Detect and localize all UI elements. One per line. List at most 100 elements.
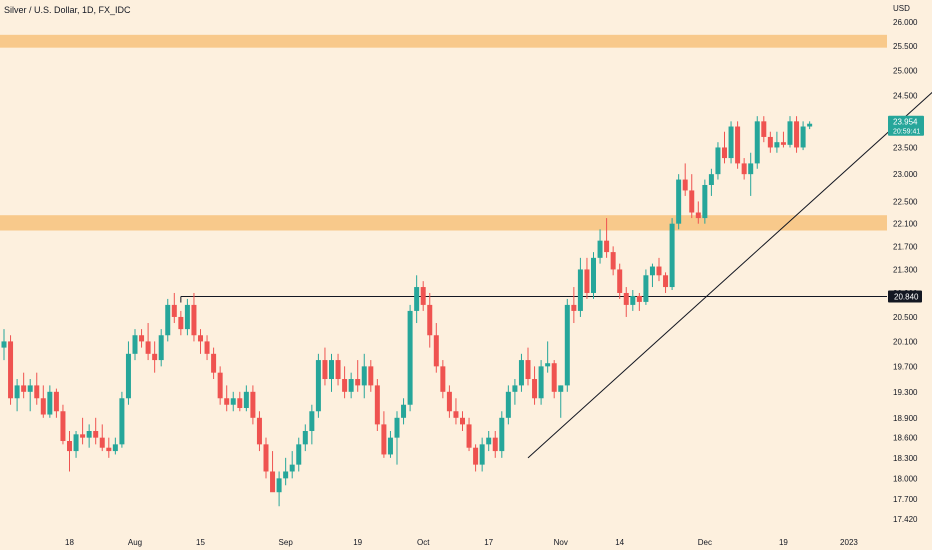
candle [263,444,269,472]
candle [532,379,538,399]
candle [381,424,387,455]
y-tick-label: 17.420 [893,515,918,524]
y-tick-label: 18.300 [893,454,918,463]
candle [656,266,662,276]
candle [315,360,321,412]
candle [329,360,334,380]
candle [735,126,741,164]
candle [361,366,367,386]
candle [401,404,407,418]
candle [14,385,20,399]
currency-label: USD [893,4,910,13]
candle [230,398,236,405]
candle [243,391,249,408]
x-tick-label: 18 [65,538,74,547]
candle [453,411,459,418]
chart-title: Silver / U.S. Dollar, 1D, FX_IDC [4,5,131,15]
candle [460,417,465,425]
candle [296,444,302,465]
candle [27,385,33,392]
candle [152,353,158,361]
candle [761,121,767,137]
candle [486,437,492,445]
candle [748,163,754,175]
y-tick-label: 18.900 [893,414,918,423]
candle [577,269,583,311]
y-tick-label: 23.000 [893,170,918,179]
x-tick-label: 19 [779,538,788,547]
candle [276,478,282,493]
candle [741,163,747,175]
candle [807,123,813,127]
candle [60,411,66,442]
candle [67,441,72,452]
candle [158,335,164,361]
resistance-zone-2 [0,215,887,231]
candle [649,266,655,276]
candle [558,385,564,392]
candle [636,295,642,302]
candle [754,121,760,164]
candle [184,304,190,330]
candle [198,335,203,342]
candle [604,240,610,253]
candle [551,363,557,392]
y-tick-label: 25.500 [893,42,918,51]
candle [335,360,341,380]
candle [86,431,92,438]
line-label-bg [888,290,922,303]
y-tick-label: 21.300 [893,265,918,274]
candle [715,147,721,175]
x-tick-label: 14 [615,538,624,547]
candle [591,257,596,293]
candle [191,304,197,336]
candle [564,304,570,386]
candle [178,316,184,330]
candle [237,398,243,408]
candle [47,391,53,415]
line-label-value: 20.840 [894,293,919,302]
x-tick-label: 17 [484,538,493,547]
candle [1,341,7,348]
candle [512,385,518,392]
candle [342,379,348,392]
candle [80,434,86,438]
candle [256,417,262,445]
candle [73,434,79,452]
candle [21,385,27,392]
last-price-countdown: 20:59:41 [893,129,920,136]
candle [40,398,46,415]
x-tick-label: 2023 [840,538,858,547]
candle [171,304,177,317]
candle [722,147,727,159]
candle [374,385,380,425]
candle [204,341,210,354]
candle [617,269,623,293]
candle [643,275,649,302]
candle [394,417,400,438]
y-tick-label: 21.700 [893,242,918,251]
candle [499,417,505,452]
candle [250,391,256,418]
candle [165,304,171,336]
y-tick-label: 20.100 [893,337,918,346]
candle [440,366,446,392]
resistance-zone-1 [0,34,887,48]
candle [767,136,773,148]
candle [525,360,531,380]
candle [420,287,426,305]
candle [669,223,675,288]
y-tick-label: 17.700 [893,495,918,504]
candle [682,179,688,191]
candle [676,179,682,224]
y-tick-label: 18.600 [893,434,918,443]
candle [309,411,315,432]
trendline [527,91,932,459]
y-tick-label: 26.000 [893,18,918,27]
candle [571,304,577,311]
y-tick-label: 22.100 [893,220,918,229]
candle [610,252,616,270]
candle [217,372,223,399]
